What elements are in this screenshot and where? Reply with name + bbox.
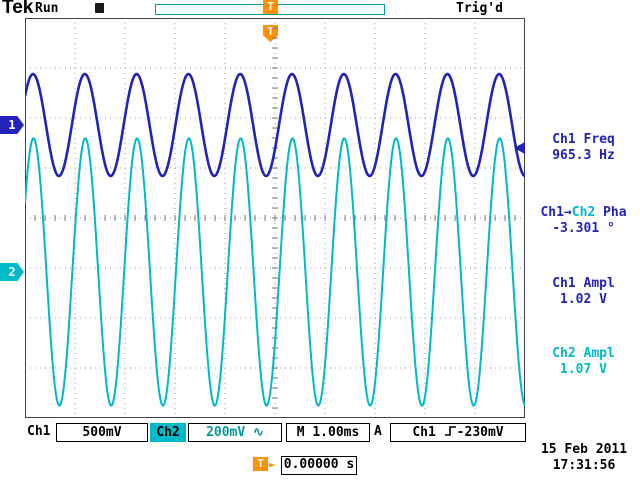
- measurement-label: Ch2 Ampl: [552, 346, 615, 361]
- trigger-time-value: 0.00000 s: [281, 456, 357, 475]
- channel2-marker[interactable]: 2: [0, 263, 24, 281]
- trigger-time-marker-icon[interactable]: T: [253, 457, 268, 471]
- channel1-marker[interactable]: 1: [0, 116, 24, 134]
- measurement-label: Ch1 Ampl: [552, 276, 615, 291]
- trigger-mode-prefix: A: [374, 424, 382, 439]
- rising-edge-icon: [444, 426, 456, 436]
- waveform-display: [23, 17, 526, 419]
- measurement-value: 965.3 Hz: [552, 148, 615, 163]
- right-arrow-icon: ►: [269, 458, 276, 471]
- ch1-label: Ch1: [27, 424, 51, 439]
- measurement-ch1-freq: Ch1 Freq 965.3 Hz: [527, 132, 640, 164]
- acquisition-mode: Run: [35, 1, 59, 16]
- ch2-scale-readout[interactable]: 200mV ∿: [188, 423, 282, 442]
- ch2-label: Ch2: [150, 423, 186, 442]
- ac-coupling-icon: ∿: [253, 425, 264, 440]
- acquisition-indicator: [95, 3, 104, 13]
- measurement-label: Ch1→Ch2 Pha: [540, 205, 627, 220]
- measurement-value: 1.07 V: [560, 362, 607, 377]
- measurement-ch1-ampl: Ch1 Ampl 1.02 V: [527, 276, 640, 308]
- date-text: 15 Feb 2011: [540, 442, 628, 457]
- datetime: 15 Feb 2011 17:31:56: [528, 442, 640, 474]
- tek-logo: Tek: [2, 0, 34, 18]
- graticule: [23, 17, 526, 419]
- measurement-value: -3.301 °: [552, 221, 615, 236]
- trigger-position-marker-icon[interactable]: T: [263, 0, 278, 14]
- trigger-readout[interactable]: Ch1 -230mV: [390, 423, 526, 442]
- ch1-scale-readout[interactable]: 500mV: [56, 423, 148, 442]
- measurement-label: Ch1 Freq: [552, 132, 615, 147]
- timebase-readout[interactable]: M 1.00ms: [286, 423, 370, 442]
- trace-ch1: [23, 72, 526, 178]
- status-bar: Ch1 500mV Ch2 200mV ∿ M 1.00ms A Ch1 -23…: [0, 423, 640, 442]
- time-text: 17:31:56: [552, 458, 616, 473]
- trigger-status: Trig'd: [456, 1, 503, 16]
- measurement-ch1-ch2-phase: Ch1→Ch2 Pha -3.301 °: [527, 205, 640, 237]
- trace-ch2: [24, 137, 526, 407]
- trigger-level-arrow-icon[interactable]: [514, 142, 525, 154]
- measurement-ch2-ampl: Ch2 Ampl 1.07 V: [527, 346, 640, 378]
- measurement-value: 1.02 V: [560, 292, 607, 307]
